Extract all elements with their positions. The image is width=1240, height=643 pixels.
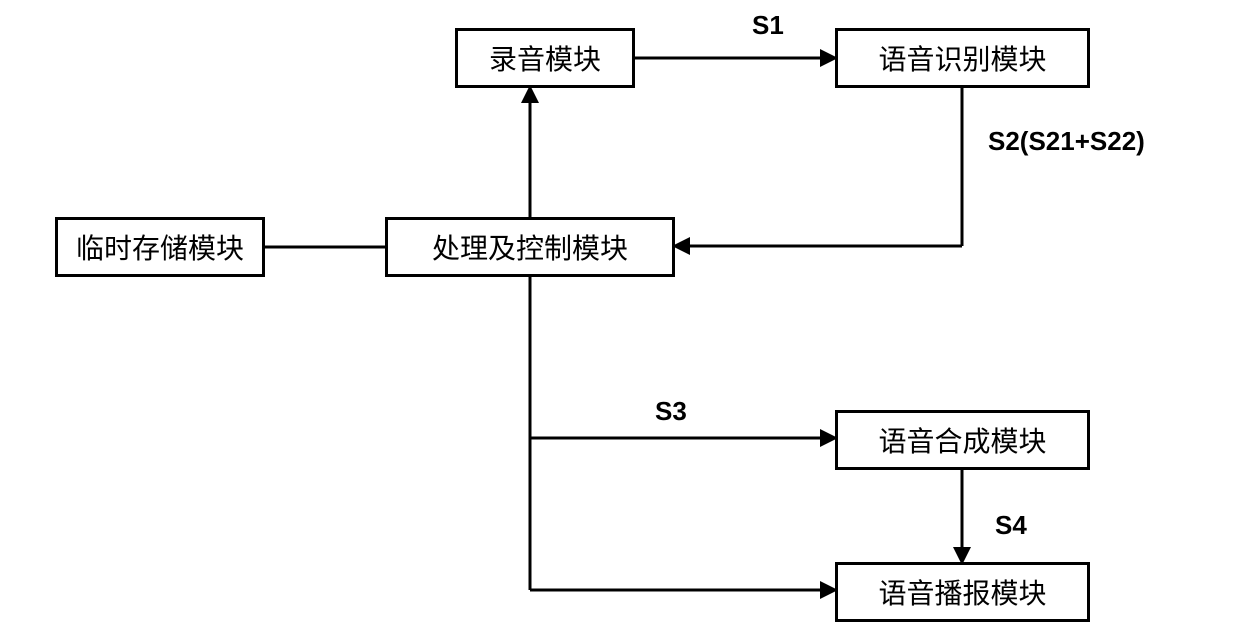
label-s1: S1	[752, 10, 784, 41]
node-recording-label: 录音模块	[489, 38, 601, 78]
edges-layer	[0, 0, 1240, 643]
node-synthesis: 语音合成模块	[835, 410, 1090, 470]
label-s3: S3	[655, 396, 687, 427]
node-controller: 处理及控制模块	[385, 217, 675, 277]
node-broadcast-label: 语音播报模块	[878, 572, 1046, 612]
node-recognition: 语音识别模块	[835, 28, 1090, 88]
node-broadcast: 语音播报模块	[835, 562, 1090, 622]
node-synthesis-label: 语音合成模块	[878, 420, 1046, 460]
label-s2: S2(S21+S22)	[988, 126, 1145, 157]
node-temp-storage-label: 临时存储模块	[76, 227, 244, 267]
node-controller-label: 处理及控制模块	[432, 227, 628, 267]
label-s4: S4	[995, 510, 1027, 541]
node-temp-storage: 临时存储模块	[55, 217, 265, 277]
node-recognition-label: 语音识别模块	[878, 38, 1046, 78]
node-recording: 录音模块	[455, 28, 635, 88]
